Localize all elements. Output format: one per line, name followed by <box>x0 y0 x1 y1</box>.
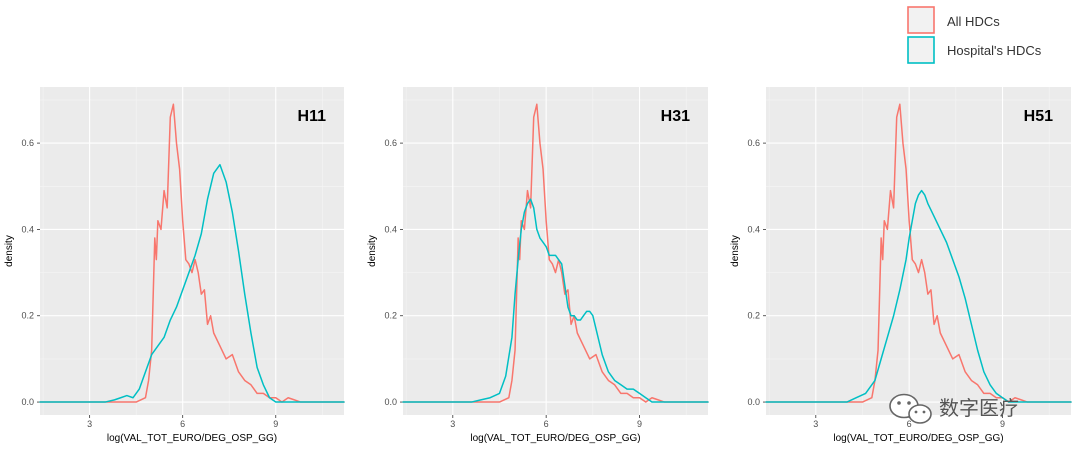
y-tick-label: 0.6 <box>21 138 34 148</box>
x-tick-label: 9 <box>273 419 278 429</box>
panels: 3 6 9 0.0 0.2 0.4 0.6 H11 log(VAL_TOT_EURO/DEG_O… <box>4 87 1072 444</box>
legend-key-all-hdcs <box>907 6 935 34</box>
panel-h31: 3 6 9 0.0 0.2 0.4 0.6 H31 log(VAL_TOT_EURO/DEG_O… <box>367 87 709 444</box>
legend-label-hospital-hdcs: Hospital's HDCs <box>947 43 1042 58</box>
x-tick-label: 3 <box>813 419 818 429</box>
x-tick-label: 3 <box>87 419 92 429</box>
y-axis-title: density <box>4 235 15 267</box>
x-tick-label: 9 <box>637 419 642 429</box>
y-tick-label: 0.4 <box>384 224 397 234</box>
y-tick-label: 0.2 <box>21 311 34 321</box>
wechat-icon <box>889 393 932 424</box>
panel-h11: 3 6 9 0.0 0.2 0.4 0.6 H11 log(VAL_TOT_EURO/DEG_O… <box>4 87 345 444</box>
legend-entry-all-hdcs: All HDCs <box>907 6 1000 34</box>
x-tick-label: 6 <box>544 419 549 429</box>
y-tick-label: 0.2 <box>384 311 397 321</box>
y-axis-title: density <box>367 235 378 267</box>
density-line-all-hdcs <box>765 103 1072 403</box>
legend-key-hospital-hdcs <box>907 36 935 64</box>
legend-entry-hospital-hdcs: Hospital's HDCs <box>907 36 1042 64</box>
y-tick-label: 0.6 <box>384 138 397 148</box>
density-line-hospital-hdcs <box>402 198 709 403</box>
y-tick-label: 0.0 <box>747 397 760 407</box>
y-tick-label: 0.0 <box>21 397 34 407</box>
legend-label-all-hdcs: All HDCs <box>947 14 1000 29</box>
y-tick-label: 0.2 <box>747 311 760 321</box>
watermark-text: 数字医疗 <box>939 396 1019 420</box>
x-axis-title: log(VAL_TOT_EURO/DEG_OSP_GG) <box>470 433 640 444</box>
y-tick-label: 0.6 <box>747 138 760 148</box>
legend: All HDCs Hospital's HDCs <box>907 6 1042 64</box>
y-tick-label: 0.4 <box>747 224 760 234</box>
x-axis-title: log(VAL_TOT_EURO/DEG_OSP_GG) <box>833 433 1003 444</box>
y-tick-label: 0.0 <box>384 397 397 407</box>
panel-title: H31 <box>661 108 690 125</box>
x-tick-label: 9 <box>1000 419 1005 429</box>
panel-title: H51 <box>1024 108 1053 125</box>
x-tick-label: 6 <box>907 419 912 429</box>
panel-h51: 3 6 9 0.0 0.2 0.4 0.6 H51 log(VAL_TOT_EURO/DEG_O… <box>730 87 1072 444</box>
panel-background <box>40 87 344 415</box>
density-line-hospital-hdcs <box>765 189 1072 403</box>
panel-background <box>766 87 1071 415</box>
x-tick-label: 3 <box>450 419 455 429</box>
panel-background <box>403 87 708 415</box>
density-line-all-hdcs <box>402 103 709 403</box>
watermark: 数字医疗 <box>889 393 1019 424</box>
density-line-hospital-hdcs <box>39 163 345 403</box>
x-tick-label: 6 <box>180 419 185 429</box>
x-axis-title: log(VAL_TOT_EURO/DEG_OSP_GG) <box>107 433 277 444</box>
panel-title: H11 <box>298 108 327 125</box>
y-tick-label: 0.4 <box>21 224 34 234</box>
y-axis-title: density <box>730 235 741 267</box>
